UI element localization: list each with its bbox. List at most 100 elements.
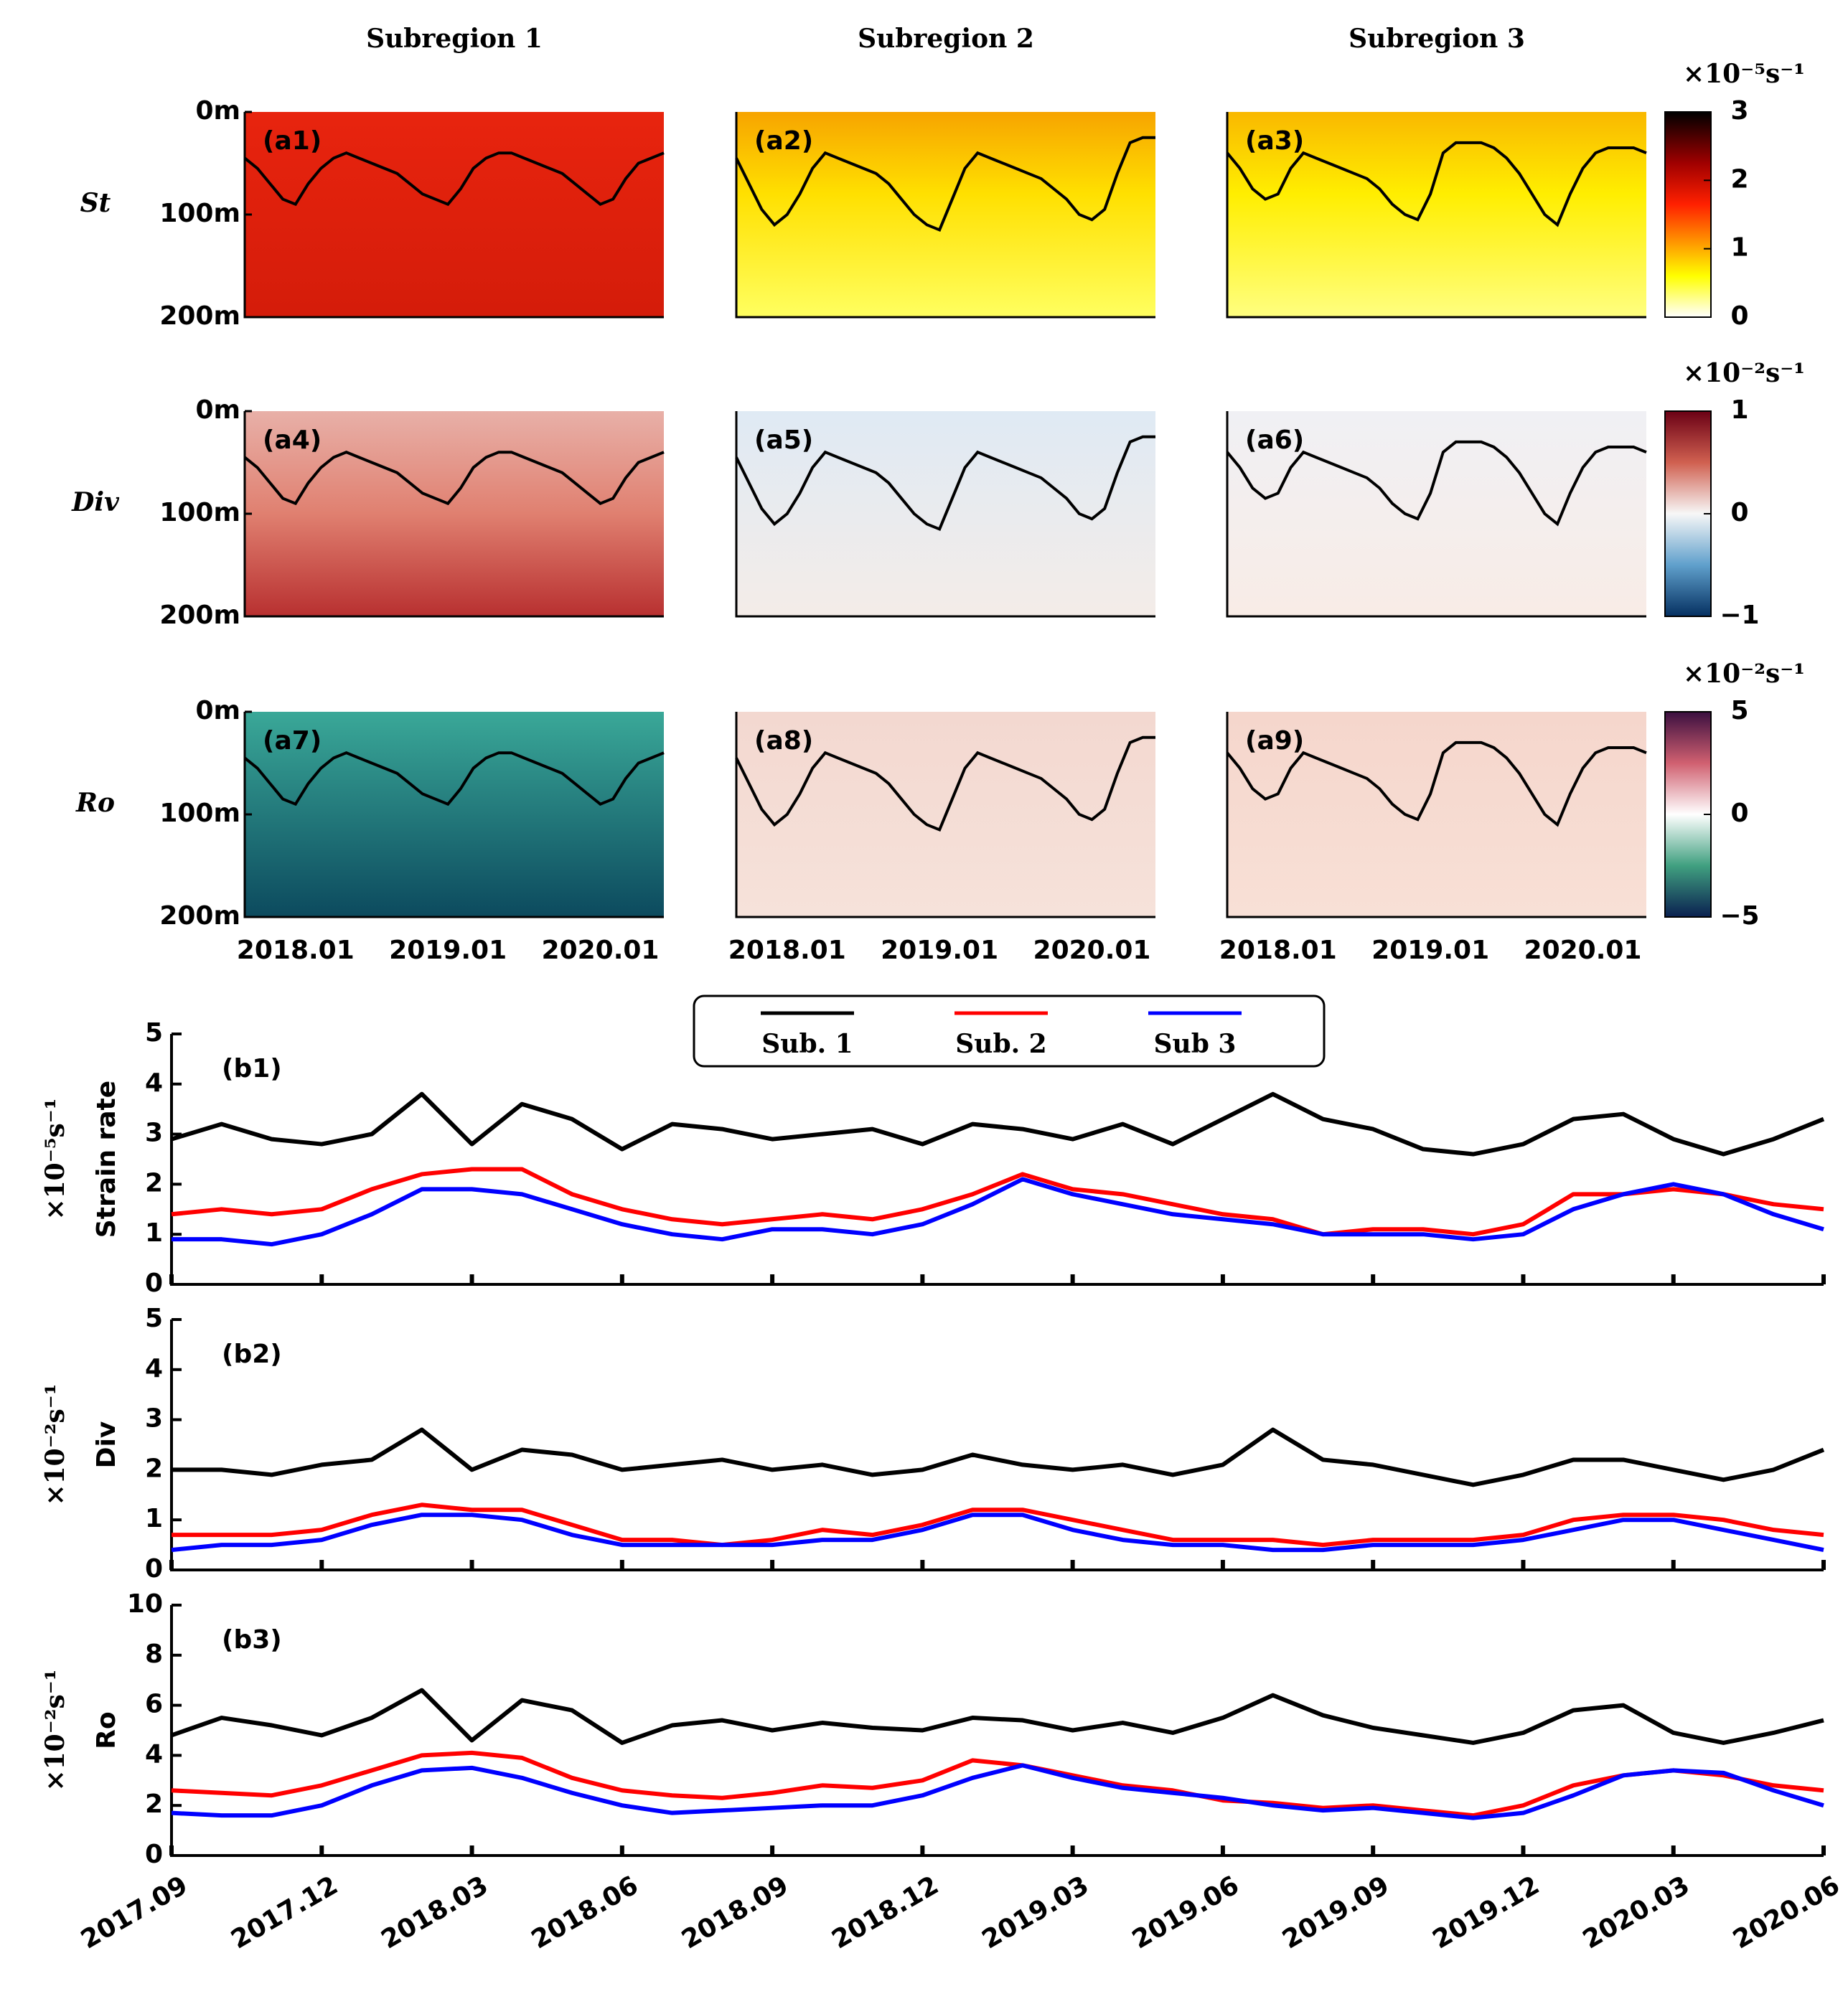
heatmap-field xyxy=(1227,411,1646,616)
panel-label: (a7) xyxy=(263,726,322,756)
colorbar-tick-label: 3 xyxy=(1730,96,1748,126)
colorbar-unit: ×10⁻²s⁻¹ xyxy=(1683,358,1805,388)
y-tick-label: 200m xyxy=(159,901,240,931)
row-label: Ro xyxy=(75,788,115,818)
x-tick-label: 2019.09 xyxy=(1277,1871,1394,1955)
mld-line xyxy=(735,735,1155,832)
panel-axes xyxy=(735,112,1155,319)
x-tick-label: 2019.06 xyxy=(1127,1871,1244,1955)
x-tick-label: 2020.06 xyxy=(1728,1871,1845,1955)
x-tick-label: 2019.03 xyxy=(977,1871,1094,1955)
panel-label: (b3) xyxy=(222,1625,282,1655)
y-tick-label: 1 xyxy=(145,1218,163,1248)
column-title: Subregion 3 xyxy=(1349,24,1525,54)
panel-label: (a8) xyxy=(754,726,813,756)
y-tick-label: 0m xyxy=(195,696,240,725)
y-tick-label: 100m xyxy=(159,799,240,828)
x-tick-label: 2018.03 xyxy=(377,1871,494,1955)
y-tick-label: 2 xyxy=(145,1790,163,1819)
panel-label: (a5) xyxy=(754,425,813,455)
heatmap-field xyxy=(1227,712,1646,917)
y-tick-label: 1 xyxy=(145,1504,163,1533)
colorbar-tick-label: 1 xyxy=(1730,233,1748,263)
series-line xyxy=(171,1750,1824,1818)
y-tick-label: 5 xyxy=(145,1304,163,1333)
panel-axes xyxy=(1226,712,1646,918)
mld-line xyxy=(243,151,665,207)
y-axis-label: Strain rate xyxy=(92,1081,121,1238)
panel-axes xyxy=(170,1320,1824,1571)
y-tick-label: 2 xyxy=(145,1454,163,1483)
x-tick-label: 2020.01 xyxy=(542,936,660,965)
y-axis-label: Ro xyxy=(92,1711,121,1749)
y-axis-label: Div xyxy=(92,1421,121,1469)
y-tick-label: 4 xyxy=(145,1068,163,1098)
mld-line xyxy=(1226,141,1647,227)
y-tick-label: 10 xyxy=(127,1589,163,1619)
y-tick-label: 0m xyxy=(195,395,240,425)
y-tick-label: 0m xyxy=(195,96,240,126)
y-tick-label: 5 xyxy=(145,1018,163,1048)
mld-line xyxy=(243,451,665,506)
y-tick-label: 0 xyxy=(145,1554,163,1584)
y-tick-label: 6 xyxy=(145,1690,163,1719)
y-tick-label: 100m xyxy=(159,199,240,228)
series-line xyxy=(171,1513,1824,1553)
colorbar xyxy=(1664,111,1712,318)
x-tick-label: 2018.01 xyxy=(1219,936,1337,965)
mld-line xyxy=(735,435,1155,532)
series-line xyxy=(171,1167,1824,1237)
x-tick-label: 2019.12 xyxy=(1427,1871,1544,1955)
y-axis-unit: ×10⁻²s⁻¹ xyxy=(40,1383,70,1505)
colorbar-unit: ×10⁻²s⁻¹ xyxy=(1683,659,1805,689)
colorbar-tick-label: 0 xyxy=(1730,301,1748,331)
mld-line xyxy=(1226,440,1647,527)
panel-label: (b2) xyxy=(222,1340,282,1369)
series-line xyxy=(171,1688,1824,1745)
colorbar-tick-label: −5 xyxy=(1720,901,1759,931)
colorbar-tick-label: 0 xyxy=(1730,498,1748,527)
panel-label: (a1) xyxy=(263,126,322,156)
panel-axes xyxy=(170,1605,1824,1857)
series-line xyxy=(172,1177,1824,1247)
panel-label: (a4) xyxy=(263,425,322,455)
x-tick-label: 2020.03 xyxy=(1578,1871,1695,1955)
row-label: Div xyxy=(71,487,120,517)
panel-label: (a9) xyxy=(1245,726,1304,756)
mld-line xyxy=(735,136,1155,232)
heatmap-field xyxy=(245,112,664,317)
x-tick-label: 2019.01 xyxy=(389,936,507,965)
panel-axes xyxy=(170,1034,1824,1286)
series-line xyxy=(172,1427,1825,1487)
heatmap-field xyxy=(1227,112,1646,317)
mld-line xyxy=(243,751,665,806)
x-tick-label: 2018.06 xyxy=(527,1871,644,1955)
x-tick-label: 2019.01 xyxy=(1371,936,1489,965)
x-tick-label: 2019.01 xyxy=(881,936,998,965)
y-tick-label: 3 xyxy=(145,1404,163,1434)
x-tick-label: 2020.01 xyxy=(1524,936,1642,965)
column-title: Subregion 2 xyxy=(858,24,1034,54)
panel-axes xyxy=(1226,112,1646,319)
y-axis-unit: ×10⁻⁵s⁻¹ xyxy=(40,1098,70,1220)
heatmap-field xyxy=(245,712,664,917)
x-tick-label: 2018.01 xyxy=(237,936,355,965)
legend-label: Sub. 2 xyxy=(955,1029,1046,1059)
x-tick-label: 2017.12 xyxy=(226,1871,343,1955)
y-axis-unit: ×10⁻²s⁻¹ xyxy=(40,1669,70,1791)
x-tick-label: 2018.12 xyxy=(827,1871,944,1955)
x-tick-label: 2017.09 xyxy=(76,1871,193,1955)
panel-label: (b1) xyxy=(222,1054,282,1083)
y-tick-label: 200m xyxy=(159,301,240,331)
panel-label: (a3) xyxy=(1245,126,1304,156)
colorbar-unit: ×10⁻⁵s⁻¹ xyxy=(1683,59,1805,89)
heatmap-field xyxy=(245,411,664,616)
series-line xyxy=(172,1502,1824,1548)
y-tick-label: 0 xyxy=(145,1269,163,1298)
panel-label: (a2) xyxy=(754,126,813,156)
series-line xyxy=(171,1763,1824,1820)
y-tick-label: 4 xyxy=(145,1354,163,1383)
panel-axes xyxy=(1226,411,1646,618)
colorbar-tick-label: −1 xyxy=(1720,601,1759,630)
